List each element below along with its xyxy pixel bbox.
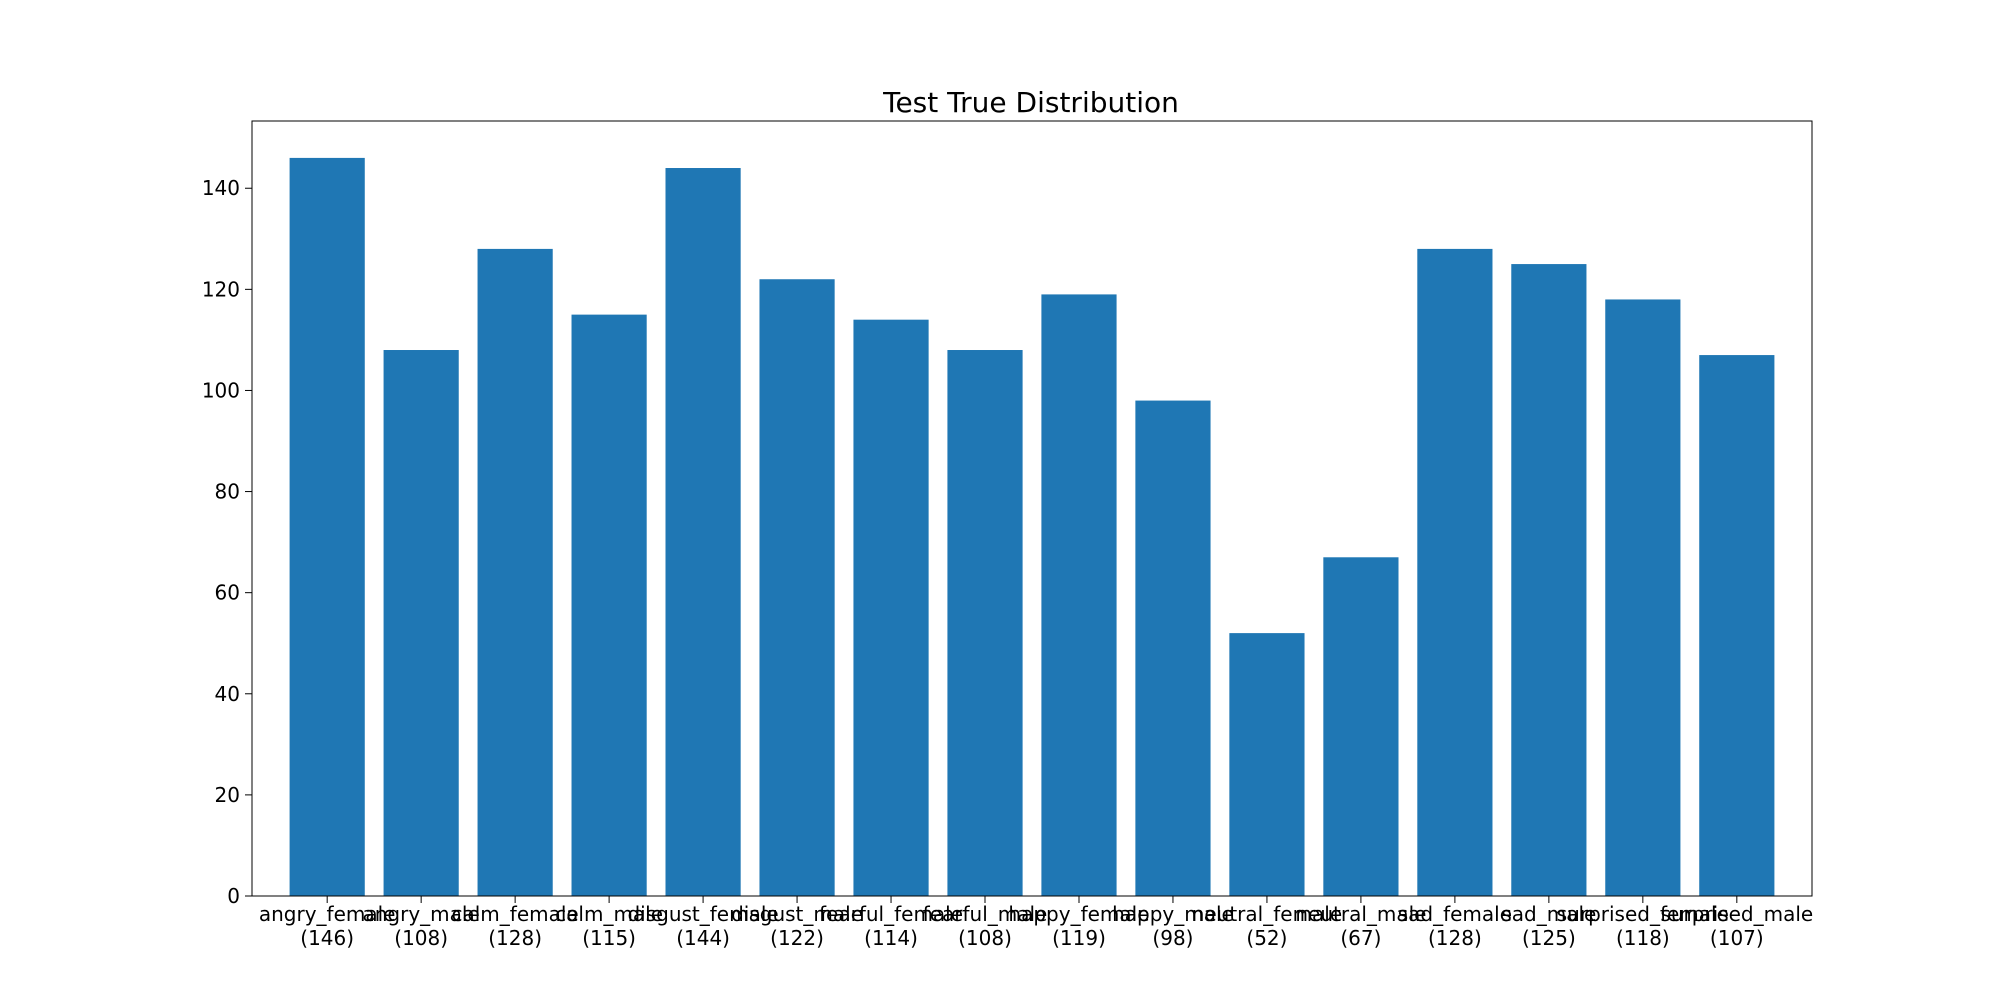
bar-angry_female [289, 157, 365, 896]
x-tick-label: calm_female (128) [452, 902, 579, 950]
x-tick-label: angry_male (108) [363, 902, 480, 950]
x-tick-label: surprised_female (118) [1557, 902, 1729, 950]
bar-fearful_male [947, 350, 1023, 897]
x-tick-label: happy_male (98) [1112, 902, 1234, 950]
x-tick-label: happy_female (119) [1008, 902, 1149, 950]
x-tick-label: neutral_female (52) [1192, 902, 1342, 950]
bar-sad_male [1511, 264, 1587, 896]
x-tick-label: disgust_male (122) [731, 902, 863, 950]
y-tick-label: 40 [215, 682, 240, 706]
y-tick-label: 80 [215, 480, 240, 504]
y-tick-label: 60 [215, 581, 240, 605]
x-axis: angry_female (146)angry_male (108)calm_fem… [259, 896, 1813, 950]
x-tick-label: surprised_male (107) [1660, 902, 1813, 950]
y-tick-label: 0 [227, 884, 240, 908]
chart-title: Test True Distribution [882, 86, 1179, 119]
bar-calm_female [477, 248, 553, 896]
x-tick-label: neutral_male (67) [1295, 902, 1426, 950]
bar-disgust_male [759, 279, 835, 896]
x-tick-label: calm_male (115) [555, 902, 663, 950]
bar-neutral_female [1229, 633, 1305, 896]
bar-fearful_female [853, 319, 929, 896]
x-tick-label: sad_female (128) [1398, 902, 1512, 950]
plot-frame [251, 120, 1813, 897]
bar-calm_male [571, 314, 647, 896]
bars-layer [289, 157, 1775, 897]
bar-happy_male [1135, 400, 1211, 896]
x-tick-label: angry_female (146) [259, 902, 396, 950]
bar-surprised_male [1699, 355, 1775, 896]
x-tick-label: sad_male (125) [1501, 902, 1596, 950]
y-axis: 0 20 40 60 80 100 120 140 [202, 176, 252, 908]
x-tick-label: fearful_female (114) [819, 902, 963, 950]
x-tick-label: disgust_female (144) [627, 902, 778, 950]
bar-sad_female [1417, 248, 1493, 896]
bar-surprised_female [1605, 299, 1681, 896]
x-tick-label: fearful_male (108) [923, 902, 1048, 950]
y-tick-label: 100 [202, 378, 240, 402]
bar-disgust_female [665, 168, 741, 897]
bar-angry_male [383, 350, 459, 897]
y-tick-label: 120 [202, 277, 240, 301]
y-tick-label: 140 [202, 176, 240, 200]
bar-happy_female [1041, 294, 1117, 896]
y-tick-label: 20 [215, 783, 240, 807]
bar-neutral_male [1323, 557, 1399, 896]
